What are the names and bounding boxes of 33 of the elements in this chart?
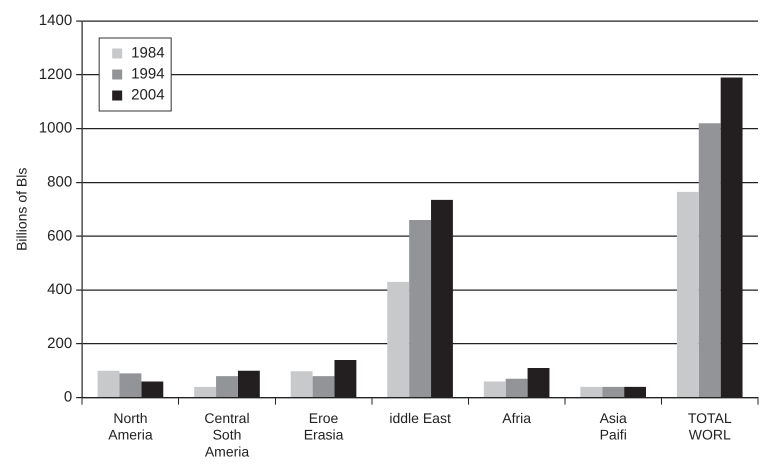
bar bbox=[676, 192, 699, 397]
y-tick-label: 800 bbox=[47, 174, 72, 191]
y-tick-label: 1200 bbox=[38, 66, 72, 83]
bar bbox=[698, 123, 721, 397]
x-tick-label: Eroe Erasia bbox=[304, 410, 344, 443]
bar bbox=[120, 373, 142, 397]
bar bbox=[506, 378, 528, 397]
x-tick-label: Afria bbox=[502, 410, 532, 426]
bar bbox=[312, 376, 334, 397]
bar bbox=[216, 376, 238, 397]
bar bbox=[194, 386, 216, 397]
bar bbox=[387, 282, 410, 397]
legend-label: 1984 bbox=[131, 44, 165, 62]
bar bbox=[409, 220, 432, 397]
bar bbox=[602, 386, 624, 397]
legend-label: 1994 bbox=[131, 66, 165, 83]
y-tick-label: 200 bbox=[47, 334, 72, 352]
bar bbox=[290, 371, 313, 397]
y-tick-label: 1400 bbox=[38, 12, 72, 30]
y-tick-label: 400 bbox=[47, 281, 72, 298]
x-tick-label: North Ameria bbox=[108, 410, 153, 443]
y-tick-label: 0 bbox=[64, 388, 72, 406]
legend-label: 2004 bbox=[131, 86, 165, 104]
y-tick-label: 600 bbox=[47, 227, 72, 244]
x-tick-label: Central Soth Ameria bbox=[204, 410, 250, 460]
x-tick-label: TOTAL WORL bbox=[688, 410, 732, 443]
bar bbox=[580, 386, 602, 397]
x-tick-label: iddle East bbox=[389, 410, 451, 426]
y-axis-title: Billions of Bls bbox=[13, 168, 30, 251]
bar bbox=[98, 370, 120, 397]
x-tick-label: Asia Paifi bbox=[600, 410, 628, 443]
y-tick-label: 1000 bbox=[38, 120, 72, 137]
bar bbox=[484, 381, 506, 397]
